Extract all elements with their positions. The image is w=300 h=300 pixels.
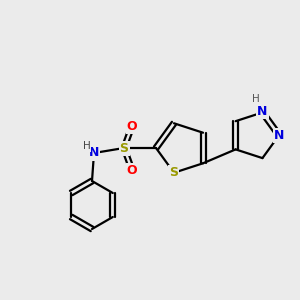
Text: S: S [119, 142, 128, 154]
Text: H: H [252, 94, 259, 104]
Text: N: N [257, 105, 268, 118]
Text: N: N [274, 129, 284, 142]
Text: S: S [169, 166, 178, 179]
Text: O: O [127, 164, 137, 176]
Text: H: H [83, 141, 91, 151]
Text: N: N [89, 146, 99, 160]
Text: O: O [127, 119, 137, 133]
